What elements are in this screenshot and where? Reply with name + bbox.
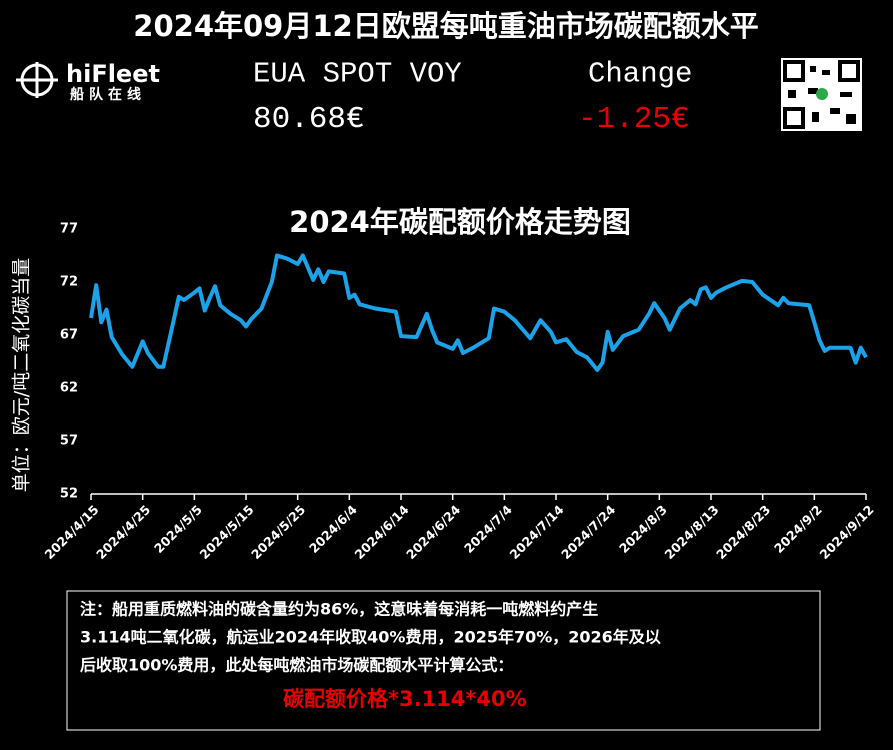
note-line: 3.114吨二氧化碳，航运业2024年收取40%费用，2025年70%，2026… <box>80 628 661 647</box>
logo-tagline: 船队在线 <box>70 86 146 103</box>
qr-logo <box>816 88 828 100</box>
qr-code <box>781 58 862 131</box>
change-value: -1.25€ <box>578 102 690 137</box>
note-line: 注：船用重质燃料油的碳含量约为86%，这意味着每消耗一吨燃料约产生 <box>80 600 598 619</box>
y-tick-label: 72 <box>60 275 78 290</box>
note-line: 后收取100%费用，此处每吨燃油市场碳配额水平计算公式： <box>80 656 513 675</box>
page-title: 2024年09月12日欧盟每吨重油市场碳配额水平 <box>133 9 758 43</box>
logo-brand: hiFleet <box>66 60 160 88</box>
y-tick-label: 52 <box>60 487 78 502</box>
note: 注：船用重质燃料油的碳含量约为86%，这意味着每消耗一吨燃料约产生 3.114吨二… <box>80 600 661 675</box>
y-tick-label: 62 <box>60 381 78 396</box>
note-box <box>66 590 821 731</box>
quote-price: 80.68€ <box>253 102 365 137</box>
y-tick-label: 67 <box>60 328 78 343</box>
y-tick-label: 77 <box>60 222 78 237</box>
qr-module <box>822 70 830 75</box>
logo: hiFleet 船队在线 <box>16 60 160 103</box>
y-tick-label: 57 <box>60 434 78 449</box>
qr-finder <box>838 60 860 82</box>
data-line <box>89 253 868 372</box>
quote-label: EUA SPOT VOY <box>253 58 462 91</box>
qr-module <box>808 88 818 94</box>
qr-finder <box>783 60 805 82</box>
qr-module <box>810 66 816 72</box>
qr-module <box>840 92 852 97</box>
qr-finder <box>783 107 805 129</box>
qr-module <box>830 108 840 114</box>
change-label: Change <box>588 58 692 91</box>
qr-module <box>788 90 796 98</box>
qr-module <box>846 114 856 124</box>
qr-module <box>812 112 819 122</box>
y-axis-label: 单位：欧元/吨二氧化碳当量 <box>11 258 33 492</box>
chart-title: 2024年碳配额价格走势图 <box>289 205 631 239</box>
note-formula: 碳配额价格*3.114*40% <box>283 687 527 711</box>
